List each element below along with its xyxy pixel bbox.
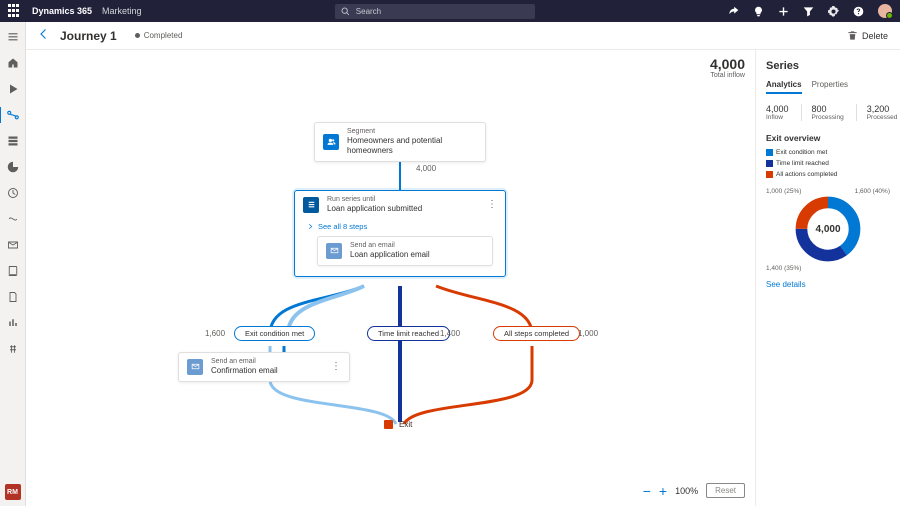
- side-tabs: Analytics Properties: [766, 80, 890, 94]
- tile-label: Homeowners and potential homeowners: [347, 136, 477, 155]
- pill-exit-met[interactable]: Exit condition met: [234, 326, 315, 341]
- share-icon[interactable]: [728, 6, 739, 17]
- search-icon: [341, 7, 350, 16]
- series-icon: [303, 197, 319, 213]
- top-bar: Dynamics 365 Marketing Search: [0, 0, 900, 22]
- zoom-reset-button[interactable]: Reset: [706, 483, 745, 498]
- nav-home-icon[interactable]: [6, 56, 20, 70]
- metric-inflow: 4,000Inflow: [766, 104, 789, 121]
- email-icon: [326, 243, 342, 259]
- app-launcher-icon[interactable]: [8, 4, 22, 18]
- gear-icon[interactable]: [828, 6, 839, 17]
- total-inflow: 4,000 Total inflow: [710, 56, 745, 79]
- pill-exit-met-count: 1,600: [205, 329, 225, 338]
- metric-processed: 3,200Processed: [856, 104, 898, 121]
- back-button[interactable]: [38, 27, 50, 45]
- status-badge: Completed: [135, 31, 183, 40]
- search-placeholder: Search: [356, 7, 381, 16]
- tile-segment[interactable]: Segment Homeowners and potential homeown…: [314, 122, 486, 162]
- nav-mail-icon[interactable]: [6, 238, 20, 252]
- nav-menu-icon[interactable]: [6, 30, 20, 44]
- user-avatar[interactable]: [878, 4, 892, 18]
- donut-chart: 4,000 1,600 (40%) 1,400 (35%) 1,000 (25%…: [768, 184, 888, 274]
- pill-all-count: 1,000: [578, 329, 598, 338]
- tile-menu-icon[interactable]: ⋮: [331, 365, 341, 368]
- nav-journey-icon[interactable]: [6, 108, 20, 122]
- nav-stack-icon[interactable]: [6, 134, 20, 148]
- tile-menu-icon[interactable]: ⋮: [487, 203, 497, 206]
- tile-series[interactable]: Run series until Loan application submit…: [294, 190, 506, 277]
- nav-book-icon[interactable]: [6, 264, 20, 278]
- zoom-controls: − + 100% Reset: [643, 483, 745, 498]
- see-all-steps-link[interactable]: See all 8 steps: [295, 219, 505, 234]
- trash-icon: [847, 30, 858, 41]
- tile-label: Loan application submitted: [327, 204, 422, 214]
- donut-legend: Exit condition met Time limit reached Al…: [766, 149, 890, 178]
- segment-count: 4,000: [416, 164, 436, 173]
- side-title: Series: [766, 60, 890, 72]
- pill-time-limit[interactable]: Time limit reached: [367, 326, 450, 341]
- zoom-in-button[interactable]: +: [659, 484, 667, 498]
- chevron-right-icon: [307, 223, 314, 230]
- plus-icon[interactable]: [778, 6, 789, 17]
- nav-doc-icon[interactable]: [6, 290, 20, 304]
- tile-confirmation[interactable]: Send an email Confirmation email ⋮: [178, 352, 350, 382]
- metric-processing: 800Processing: [801, 104, 844, 121]
- command-bar: Journey 1 Completed Delete: [26, 22, 900, 50]
- app-name: Dynamics 365: [32, 6, 92, 16]
- persona-badge[interactable]: RM: [5, 484, 21, 500]
- tab-analytics[interactable]: Analytics: [766, 80, 802, 94]
- zoom-level: 100%: [675, 486, 698, 496]
- page-title: Journey 1: [60, 29, 117, 43]
- filter-icon[interactable]: [803, 6, 814, 17]
- delete-button[interactable]: Delete: [847, 30, 888, 41]
- connectors: [26, 50, 755, 506]
- exit-icon: [384, 420, 393, 429]
- zoom-out-button[interactable]: −: [643, 484, 651, 498]
- email-icon: [187, 359, 203, 375]
- app-area: Marketing: [102, 6, 142, 16]
- pill-time-count: 1,400: [440, 329, 460, 338]
- nav-segment-icon[interactable]: [6, 160, 20, 174]
- nav-clock-icon[interactable]: [6, 186, 20, 200]
- help-icon[interactable]: [853, 6, 864, 17]
- left-nav: RM: [0, 22, 26, 506]
- overview-title: Exit overview: [766, 133, 890, 143]
- tab-properties[interactable]: Properties: [812, 80, 848, 94]
- nav-connector-icon[interactable]: [6, 212, 20, 226]
- exit-node: Exit: [384, 420, 412, 429]
- journey-canvas[interactable]: 4,000 Total inflow: [26, 50, 755, 506]
- lightbulb-icon[interactable]: [753, 6, 764, 17]
- segment-icon: [323, 134, 339, 150]
- tile-series-inner[interactable]: Send an email Loan application email: [317, 236, 493, 266]
- nav-play-icon[interactable]: [6, 82, 20, 96]
- global-search[interactable]: Search: [335, 4, 535, 19]
- see-details-link[interactable]: See details: [766, 280, 890, 289]
- tile-kind: Run series until: [327, 196, 422, 204]
- side-panel: Series Analytics Properties 4,000Inflow …: [755, 50, 900, 506]
- pill-all-steps[interactable]: All steps completed: [493, 326, 580, 341]
- nav-hash-icon[interactable]: [6, 342, 20, 356]
- tile-kind: Segment: [347, 128, 477, 136]
- nav-bar-icon[interactable]: [6, 316, 20, 330]
